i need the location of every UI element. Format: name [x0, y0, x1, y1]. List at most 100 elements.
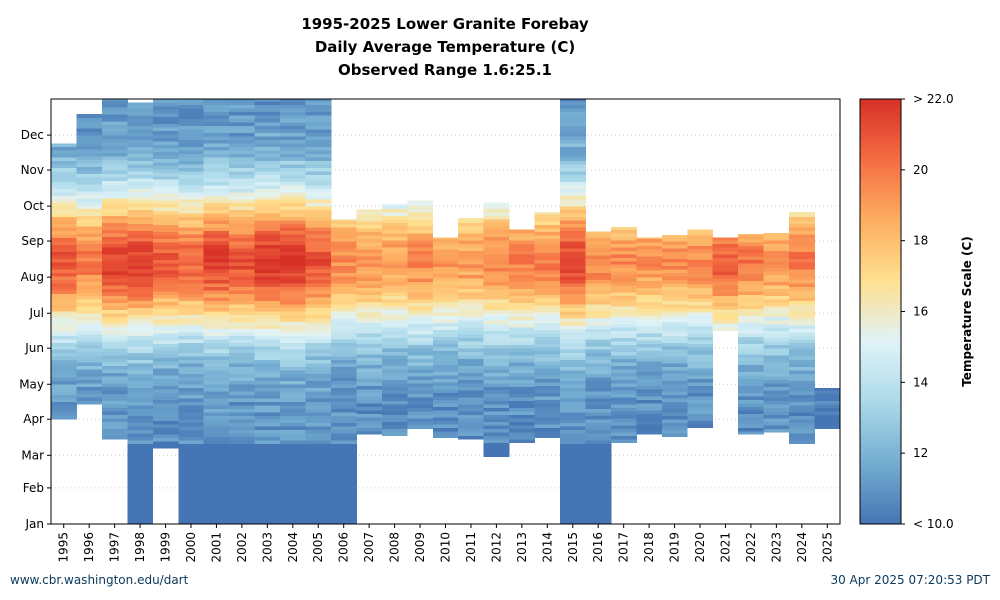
heatmap-cell	[789, 303, 815, 308]
heatmap-cell	[152, 144, 179, 149]
heatmap-cell	[127, 234, 154, 238]
x-tick-label: 2010	[439, 532, 453, 563]
heatmap-cell	[483, 292, 510, 297]
heatmap-cell	[178, 412, 205, 417]
heatmap-cell	[254, 296, 281, 301]
heatmap-cell	[229, 335, 256, 340]
x-tick-label: 2012	[489, 532, 503, 563]
heatmap-cell	[381, 285, 408, 290]
heatmap-cell	[152, 406, 179, 411]
heatmap-cell	[432, 347, 459, 351]
heatmap-cell	[483, 246, 510, 251]
heatmap-cell	[254, 443, 281, 448]
heatmap-cell	[305, 471, 332, 476]
heatmap-cell	[560, 282, 586, 287]
heatmap-cell	[280, 482, 306, 486]
heatmap-cell	[330, 237, 357, 242]
heatmap-cell	[76, 334, 103, 339]
heatmap-cell	[636, 259, 663, 264]
heatmap-cell	[254, 101, 281, 106]
heatmap-cell	[560, 398, 586, 403]
heatmap-cell	[738, 277, 765, 282]
heatmap-cell	[610, 348, 637, 353]
heatmap-cell	[585, 450, 612, 455]
heatmap-cell	[560, 359, 586, 364]
heatmap-cell	[789, 251, 815, 256]
heatmap-cell	[152, 137, 179, 142]
heatmap-cell	[458, 217, 485, 220]
heatmap-cell	[356, 291, 383, 296]
heatmap-column-2016	[585, 231, 612, 525]
heatmap-cell	[330, 377, 357, 382]
heatmap-cell	[203, 517, 230, 521]
heatmap-cell	[483, 425, 510, 429]
heatmap-column-2007	[356, 209, 383, 435]
heatmap-cell	[560, 489, 586, 493]
heatmap-cell	[560, 146, 586, 151]
heatmap-cell	[152, 291, 179, 296]
heatmap-cell	[101, 222, 128, 227]
heatmap-cell	[101, 288, 128, 293]
heatmap-cell	[127, 342, 154, 347]
heatmap-cell	[381, 365, 408, 370]
heatmap-cell	[789, 321, 815, 326]
heatmap-cell	[687, 385, 714, 390]
heatmap-cell	[203, 412, 230, 417]
heatmap-cell	[789, 419, 815, 424]
heatmap-cell	[280, 188, 306, 193]
heatmap-cell	[330, 450, 357, 455]
heatmap-cell	[152, 119, 179, 124]
heatmap-column-2023	[763, 232, 790, 433]
heatmap-cell	[636, 284, 663, 289]
heatmap-cell	[51, 167, 77, 172]
chart-title-line-2: Daily Average Temperature (C)	[315, 38, 575, 56]
heatmap-cell	[127, 223, 154, 228]
heatmap-cell	[738, 430, 765, 435]
heatmap-cell	[585, 377, 612, 382]
heatmap-cell	[483, 243, 510, 248]
heatmap-cell	[789, 262, 815, 266]
heatmap-cell	[687, 340, 714, 344]
heatmap-cell	[229, 279, 256, 284]
heatmap-cell	[101, 344, 128, 349]
heatmap-cell	[51, 377, 77, 382]
heatmap-cell	[585, 387, 612, 392]
heatmap-cell	[458, 264, 485, 269]
heatmap-cell	[585, 321, 612, 326]
source-link[interactable]: www.cbr.washington.edu/dart	[10, 573, 189, 587]
heatmap-cell	[127, 199, 154, 204]
y-tick-label: Jul	[29, 306, 44, 320]
heatmap-cell	[763, 355, 790, 360]
heatmap-cell	[789, 377, 815, 382]
heatmap-cell	[305, 513, 332, 518]
heatmap-cell	[229, 122, 256, 127]
heatmap-cell	[560, 419, 586, 424]
colorbar-tick-label: 20	[913, 163, 928, 177]
heatmap-cell	[178, 195, 205, 200]
heatmap-cell	[585, 408, 612, 413]
heatmap-cell	[127, 178, 154, 183]
heatmap-cell	[661, 314, 688, 319]
heatmap-cell	[356, 294, 383, 299]
heatmap-cell	[127, 216, 154, 221]
heatmap-cell	[280, 125, 306, 130]
heatmap-cell	[483, 435, 510, 440]
heatmap-cell	[610, 425, 637, 429]
heatmap-cell	[610, 260, 637, 265]
heatmap-cell	[661, 352, 688, 357]
heatmap-cell	[127, 202, 154, 207]
heatmap-cell	[509, 421, 535, 426]
heatmap-cell	[687, 277, 714, 282]
heatmap-cell	[687, 305, 714, 309]
heatmap-cell	[381, 323, 408, 328]
heatmap-cell	[763, 337, 790, 342]
heatmap-cell	[585, 447, 612, 452]
x-tick-label: 2008	[388, 532, 402, 563]
heatmap-cell	[178, 241, 205, 245]
heatmap-cell	[178, 443, 205, 448]
heatmap-cell	[203, 429, 230, 434]
heatmap-cell	[458, 376, 485, 381]
heatmap-cell	[534, 434, 561, 439]
heatmap-cell	[636, 409, 663, 414]
heatmap-cell	[585, 251, 612, 256]
